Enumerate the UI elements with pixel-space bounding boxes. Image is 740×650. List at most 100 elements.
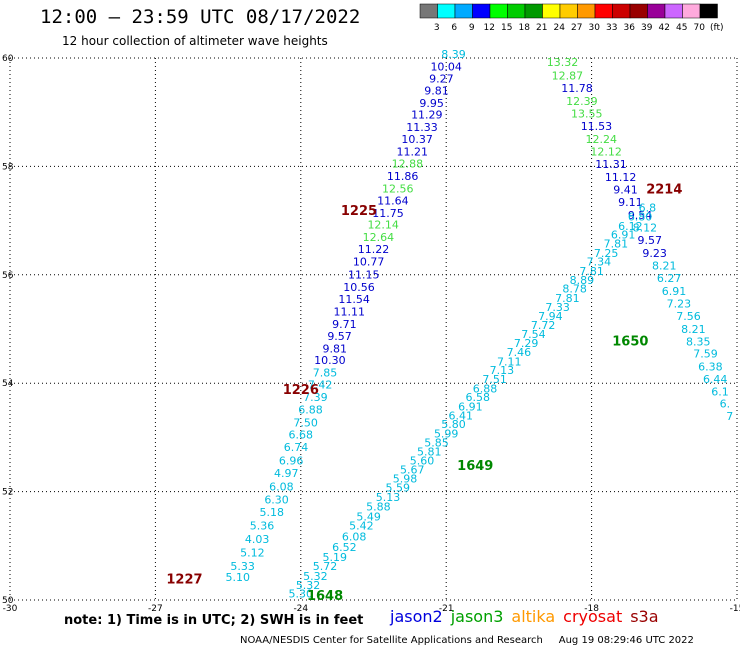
wave-height-label: 8.12 <box>633 221 658 234</box>
wave-height-label: 9.57 <box>638 234 663 247</box>
x-tick-label: -30 <box>3 604 18 614</box>
wave-height-label: 7.25 <box>594 247 619 260</box>
wave-height-label: 5.67 <box>400 464 425 477</box>
wave-height-label: 11.15 <box>348 269 380 282</box>
wave-height-label: 9.95 <box>419 97 444 110</box>
colorbar-label: 27 <box>571 23 582 33</box>
wave-height-label: 9.81 <box>424 84 449 97</box>
wave-height-label: 6.88 <box>473 382 498 395</box>
wave-height-label: 6.52 <box>332 541 357 554</box>
wave-height-label: 7.81 <box>604 238 629 251</box>
wave-height-label: 6.80 <box>628 211 653 224</box>
track-2214: 13.3212.8711.7812.3913.5511.5312.2412.12… <box>547 56 733 423</box>
colorbar-label: (ft) <box>710 23 724 33</box>
colorbar-legend: 3 6 9 12 15 18 21 24 27 30 33 36 39 42 45 70 (ft) <box>419 3 724 33</box>
wave-height-label: 6.1 <box>711 386 729 399</box>
wave-height-label: 11.29 <box>411 109 443 122</box>
wave-height-label: 10.30 <box>314 354 346 367</box>
wave-height-label: 6.08 <box>342 530 367 543</box>
colorbar-label: 6 <box>451 23 457 33</box>
y-tick-label: 52 <box>2 488 13 498</box>
track-1227-1225: 5.105.335.124.035.365.186.306.084.976.96… <box>226 48 466 584</box>
wave-height-label: 5.59 <box>385 482 410 495</box>
satellite-legend-cryosat: cryosat <box>563 607 623 626</box>
page-subtitle: 12 hour collection of altimeter wave hei… <box>62 34 328 48</box>
wave-height-label: 9.11 <box>618 196 643 209</box>
wave-height-label: 5.72 <box>313 560 338 573</box>
x-tick-label: -15 <box>730 604 740 614</box>
wave-height-label: 7.46 <box>507 346 532 359</box>
y-tick-label: 50 <box>2 596 14 606</box>
track-time-label: 1649 <box>457 459 493 474</box>
colorbar-label: 70 <box>694 23 706 33</box>
y-tick-label: 60 <box>2 54 14 64</box>
wave-height-label: 5.32 <box>296 579 321 592</box>
wave-height-label: 12.14 <box>367 219 399 232</box>
wave-height-label: 11.12 <box>605 171 637 184</box>
satellite-legend-altika: altika <box>511 607 556 626</box>
wave-height-label: 5.18 <box>259 506 284 519</box>
wave-height-label: 5.99 <box>434 427 459 440</box>
wave-height-label: 12.39 <box>566 95 598 108</box>
wave-height-label: 6.30 <box>264 494 289 507</box>
wave-height-label: 7.56 <box>676 310 701 323</box>
wave-height-label: 6.38 <box>698 361 723 374</box>
wave-height-label: 9.71 <box>332 318 357 331</box>
satellite-legend: jason2 jason3 altika cryosat s3a <box>390 607 667 626</box>
wave-height-label: 11.54 <box>338 293 370 306</box>
wave-height-label: 6.91 <box>458 400 483 413</box>
track-time-label: 2214 <box>646 183 682 198</box>
wave-height-label: 7.42 <box>308 379 333 392</box>
colorbar-label: 45 <box>676 23 687 33</box>
wave-height-label: 5.36 <box>250 520 275 533</box>
x-tick-label: -18 <box>584 604 599 614</box>
wave-height-label: 11.22 <box>358 243 390 256</box>
wave-height-label: 8.21 <box>681 323 706 336</box>
colorbar-label: 18 <box>519 23 531 33</box>
wave-height-label: 8.39 <box>441 48 466 61</box>
colorbar-label: 42 <box>659 23 670 33</box>
wave-height-label: 6.12 <box>618 220 643 233</box>
colorbar-label: 30 <box>589 23 601 33</box>
track-time-label: 1227 <box>166 573 202 588</box>
wave-height-label: 6.27 <box>657 272 682 285</box>
wave-height-label: 8.89 <box>570 274 595 287</box>
wave-height-label: 9.57 <box>327 330 352 343</box>
wave-height-label: 11.64 <box>377 194 409 207</box>
wave-height-label: 5.19 <box>322 551 347 564</box>
wave-height-label: 11.11 <box>334 305 366 318</box>
wave-height-label: 12.88 <box>392 157 424 170</box>
wave-height-label: 12.87 <box>552 70 584 83</box>
wave-height-label: 13.32 <box>547 56 579 69</box>
colorbar-label: 36 <box>624 23 636 33</box>
wave-height-label: 9.54 <box>628 209 653 222</box>
track-time-label: 1226 <box>283 383 319 398</box>
colorbar-label: 24 <box>554 23 566 33</box>
colorbar-label: 3 <box>434 23 440 33</box>
wave-height-label: 9.27 <box>429 72 454 85</box>
wave-height-label: 8.21 <box>652 259 677 272</box>
wave-height-label: 11.33 <box>406 121 438 134</box>
wave-height-label: 11.75 <box>372 207 404 220</box>
track-1648-1650: 5.305.325.325.725.196.526.085.425.495.88… <box>289 201 657 600</box>
wave-height-label: 7.72 <box>531 319 556 332</box>
wave-height-label: 7.33 <box>545 301 570 314</box>
wave-height-label: 7.23 <box>667 297 692 310</box>
wave-height-label: 13.55 <box>571 108 603 121</box>
wave-height-label: 8.35 <box>686 335 711 348</box>
x-tick-label: -24 <box>293 604 308 614</box>
wave-height-label: 4.97 <box>274 467 299 480</box>
colorbar-label: 12 <box>484 23 495 33</box>
satellite-legend-s3a: s3a <box>630 607 659 626</box>
wave-height-label: 10.77 <box>353 256 385 269</box>
wave-height-label: 6.91 <box>662 285 687 298</box>
wave-height-label: 6.41 <box>448 410 473 423</box>
wave-height-label: 11.21 <box>397 146 429 159</box>
colorbar-label: 39 <box>641 23 653 33</box>
colorbar-swatch <box>699 3 718 19</box>
wave-height-label: 11.86 <box>387 170 419 183</box>
wave-height-label: 6.74 <box>284 441 309 454</box>
track-time-label: 1648 <box>307 589 343 604</box>
wave-height-label: 6. <box>720 398 731 411</box>
